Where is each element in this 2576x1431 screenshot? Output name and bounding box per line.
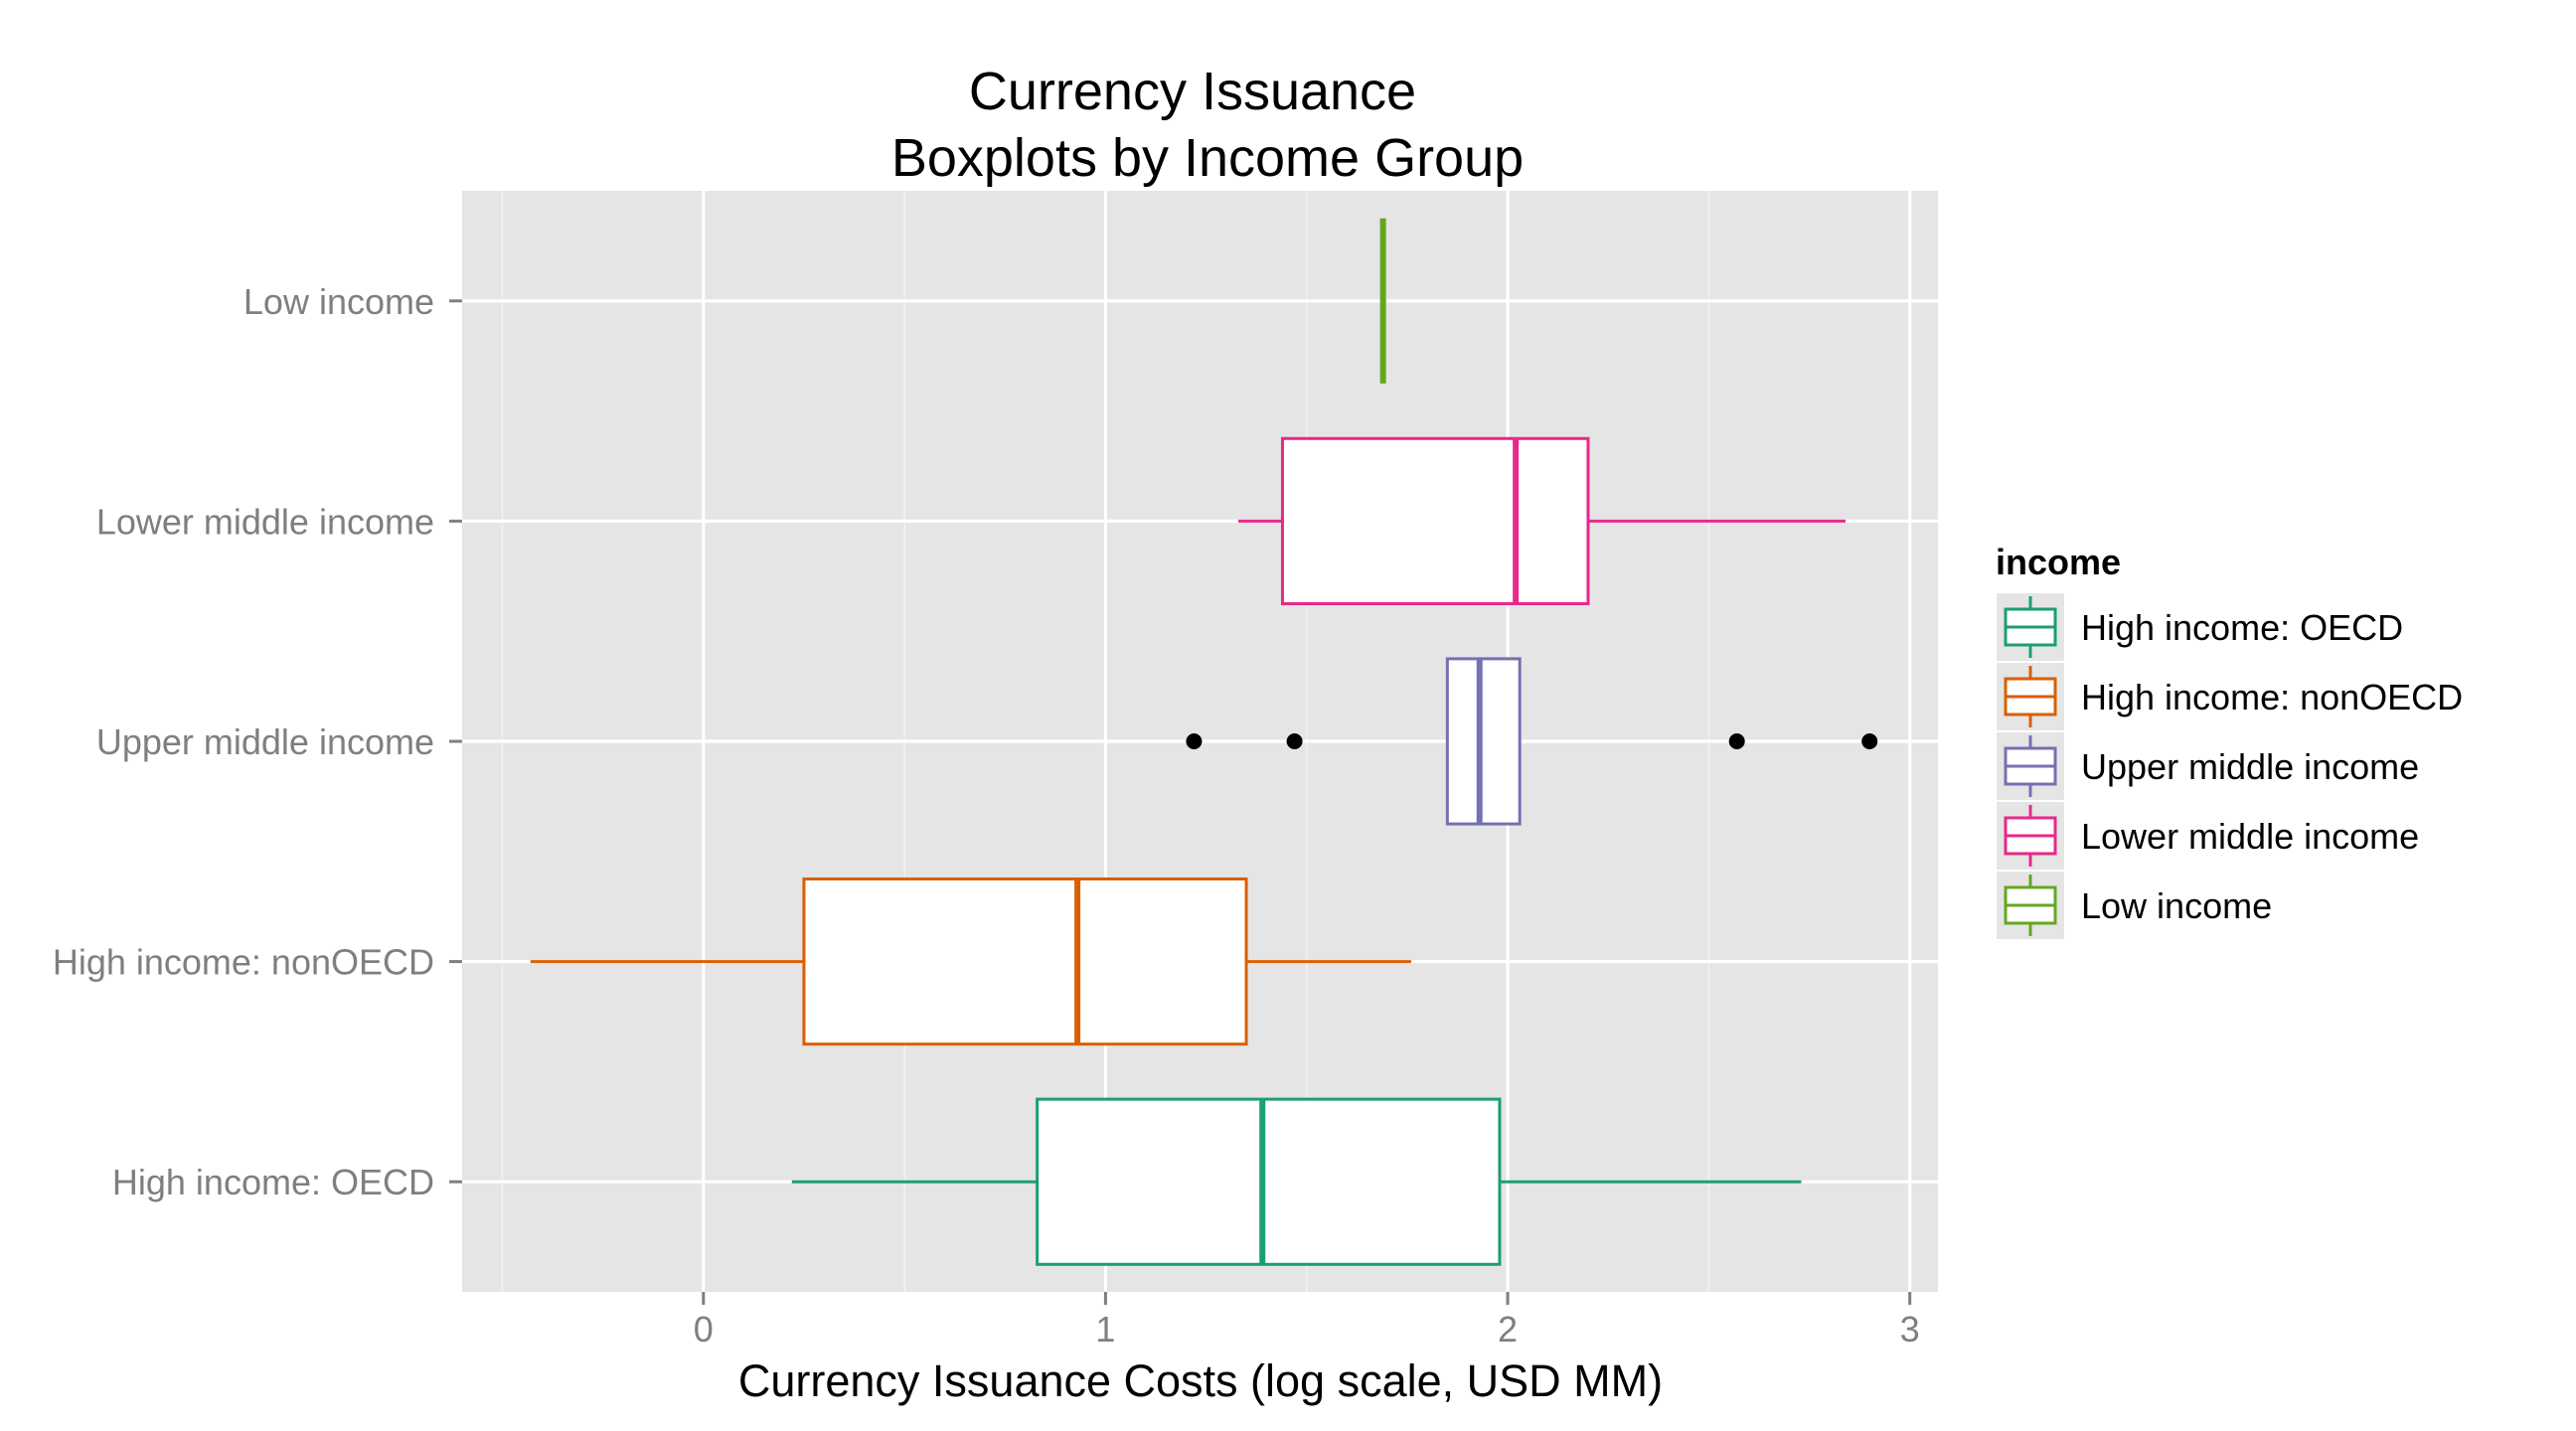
x-axis-title: Currency Issuance Costs (log scale, USD … [738,1355,1663,1406]
y-tick-label: High income: OECD [112,1162,434,1202]
legend-item: Upper middle income [1995,730,2419,802]
x-tick-label: 2 [1498,1309,1518,1350]
legend-label: Lower middle income [2081,816,2419,857]
y-tick-label: Upper middle income [96,721,434,762]
chart-title-line-1: Currency Issuance [969,62,1416,121]
outlier-point [1286,733,1303,749]
legend-item: High income: nonOECD [1995,661,2463,732]
x-tick-label: 0 [694,1309,714,1350]
boxplot-lower-middle-income [1237,436,1846,605]
legend-label: High income: nonOECD [2081,677,2463,717]
box [1445,657,1522,826]
y-axis-ticks: High income: OECD High income: nonOECD Upp… [53,281,462,1202]
x-tick-label: 1 [1095,1309,1115,1350]
legend-item: Low income [1995,870,2272,941]
y-tick-label: High income: nonOECD [53,942,434,983]
chart-title-line-2: Boxplots by Income Group [891,128,1524,188]
legend-label: High income: OECD [2081,607,2403,648]
boxplot-high-income-oecd [791,1097,1802,1266]
outlier-point [1186,733,1203,749]
y-tick-label: Lower middle income [96,501,434,542]
boxplot-upper-middle-income [1186,657,1878,826]
legend: High income: OECD High income: nonOECD Upp… [1995,591,2463,941]
legend-label: Low income [2081,885,2272,926]
legend-title: income [1996,542,2121,582]
outlier-point [1861,733,1878,749]
outlier-point [1728,733,1745,749]
x-axis-ticks: 0 1 2 3 [694,1292,1920,1350]
y-tick-label: Low income [243,281,434,322]
legend-item: Lower middle income [1995,800,2419,872]
box [1036,1097,1502,1266]
box [1280,436,1590,605]
legend-item: High income: OECD [1995,591,2403,663]
boxplot-high-income-nonoecd [530,877,1411,1046]
legend-label: Upper middle income [2081,746,2419,787]
box [802,877,1248,1046]
x-tick-label: 3 [1900,1309,1920,1350]
boxplots [530,218,1878,1266]
